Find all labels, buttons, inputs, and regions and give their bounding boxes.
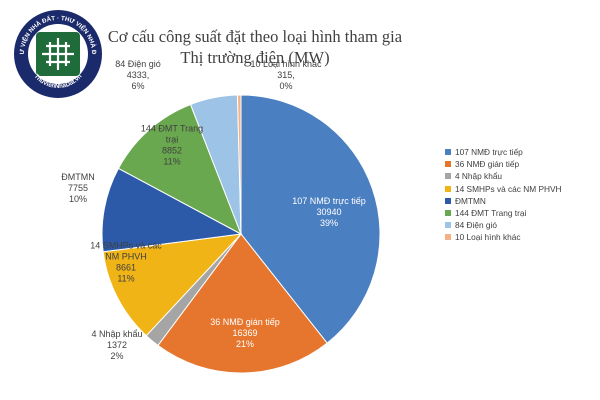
data-label-line: trại: [166, 135, 179, 145]
legend-swatch: [445, 161, 451, 168]
pie-slice: [101, 167, 243, 253]
legend-label: 4 Nhập khẩu: [455, 171, 503, 182]
data-label-line: ĐMTMN: [61, 172, 95, 182]
data-label: 4 Nhập khẩu 1372 2%: [91, 329, 142, 361]
data-label: 84 Điện gió 4333, 6%: [115, 59, 161, 91]
chart-legend: 107 NMĐ trực tiếp 36 NMĐ gián tiếp 4 Nhập …: [445, 146, 562, 244]
watermark-logo: THƯ VIỆN NHÀ ĐẤT · THƯ VIỆN NHÀ ĐẤT ThuV…: [10, 3, 104, 100]
data-label-line: 36 NMĐ gián tiếp: [210, 317, 280, 327]
legend-label: 14 SMHPs và các NM PHVH: [455, 183, 562, 194]
data-label-line: 16369: [232, 328, 257, 338]
legend-swatch: [445, 173, 451, 180]
data-label: ĐMTMN 7755 10%: [61, 172, 95, 204]
legend-label: ĐMTMN: [455, 195, 486, 206]
legend-item: 36 NMĐ gián tiếp: [445, 158, 562, 170]
legend-swatch: [445, 185, 451, 192]
data-label-line: 1372: [107, 340, 127, 350]
chart-title-line-1: Cơ cấu công suất đặt theo loại hình tham…: [107, 27, 403, 46]
legend-label: 36 NMĐ gián tiếp: [455, 159, 520, 170]
data-label-line: 14 SMHPs và các: [90, 241, 162, 251]
legend-item: ĐMTMN: [445, 195, 562, 207]
legend-item: 10 Loại hình khác: [445, 231, 562, 243]
legend-swatch: [445, 197, 451, 204]
legend-label: 144 ĐMT Trang trại: [455, 208, 527, 219]
legend-item: 144 ĐMT Trang trại: [445, 207, 562, 219]
data-label-line: 39%: [320, 218, 338, 228]
legend-swatch: [445, 234, 451, 241]
data-label-line: 6%: [131, 81, 144, 91]
data-label: 107 NMĐ trực tiếp 30940 39%: [292, 196, 366, 228]
data-label-line: 11%: [163, 157, 180, 167]
pie-slice: [117, 103, 242, 236]
legend-swatch: [445, 210, 451, 217]
legend-item: 4 Nhập khẩu: [445, 170, 562, 182]
data-label: 144 ĐMT Trang trại 8852 11%: [141, 124, 203, 167]
data-label-line: 30940: [316, 207, 341, 217]
data-label-line: 10%: [69, 194, 87, 204]
legend-swatch: [445, 222, 451, 229]
legend-label: 107 NMĐ trực tiếp: [455, 147, 523, 158]
data-label-line: 8661: [116, 263, 136, 273]
data-label-line: 144 ĐMT Trang: [141, 124, 203, 134]
data-label: 14 SMHPs và các NM PHVH 8661 11%: [90, 241, 162, 284]
pie-slice: [157, 233, 328, 374]
legend-swatch: [445, 149, 451, 156]
pie-slice: [102, 233, 243, 337]
data-label-line: 107 NMĐ trực tiếp: [292, 196, 366, 206]
data-label: 10 Loại hình khác 315, 0%: [250, 59, 322, 91]
data-label-line: 315,: [277, 70, 295, 80]
pie-slice: [240, 94, 381, 344]
pie-slices: [101, 94, 381, 374]
chart-title-line-2: Thị trường điện (MW): [180, 48, 330, 67]
legend-item: 107 NMĐ trực tiếp: [445, 146, 562, 158]
data-label-line: 2%: [110, 351, 123, 361]
data-label-line: 0%: [279, 81, 292, 91]
legend-item: 84 Điện gió: [445, 219, 562, 231]
chart-title: Cơ cấu công suất đặt theo loại hình tham…: [90, 26, 420, 68]
data-label-line: 21%: [236, 339, 254, 349]
legend-label: 10 Loại hình khác: [455, 232, 521, 243]
data-label-line: 8852: [162, 146, 182, 156]
data-label-line: 7755: [68, 183, 88, 193]
data-label-line: 10 Loại hình khác: [250, 59, 322, 69]
data-label-line: 84 Điện gió: [115, 59, 161, 69]
watermark-seal: THƯ VIỆN NHÀ ĐẤT · THƯ VIỆN NHÀ ĐẤT ThuV…: [10, 3, 102, 98]
legend-item: 14 SMHPs và các NM PHVH: [445, 183, 562, 195]
legend-label: 84 Điện gió: [455, 220, 497, 231]
data-label-line: 4333,: [127, 70, 150, 80]
data-label-line: 4 Nhập khẩu: [91, 329, 142, 339]
data-label-line: NM PHVH: [105, 252, 147, 262]
pie-labels: 107 NMĐ trực tiếp 30940 39% 36 NMĐ gián tiế…: [61, 59, 366, 361]
data-label-line: 11%: [117, 274, 134, 284]
data-label: 36 NMĐ gián tiếp 16369 21%: [210, 317, 280, 349]
pie-slice: [236, 94, 242, 235]
